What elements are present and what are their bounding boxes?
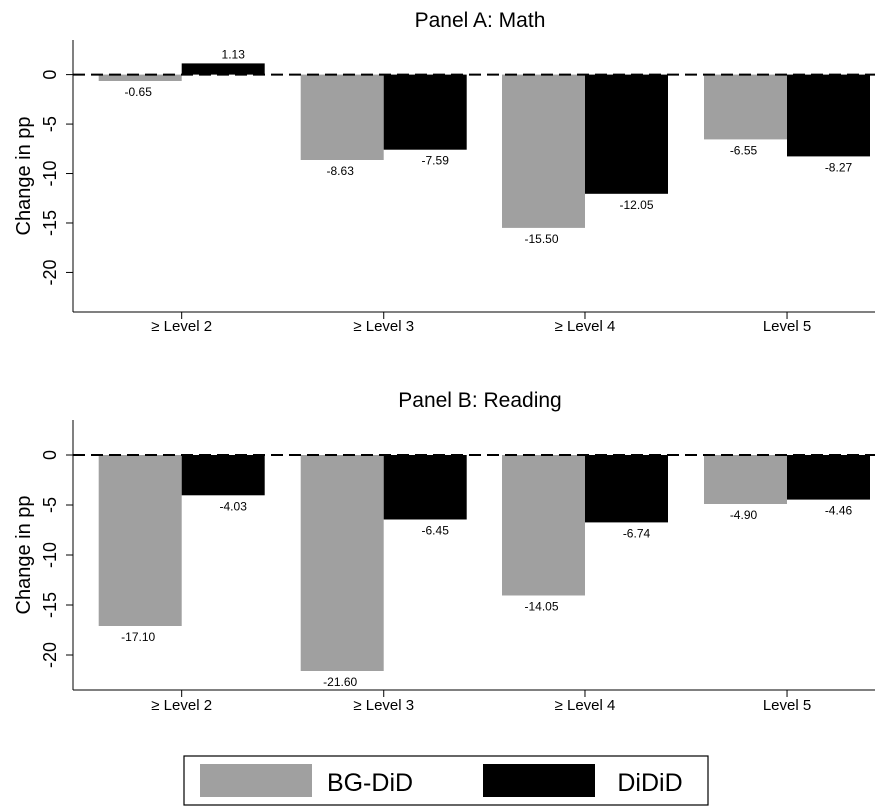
panel-b-y-tick-label-1: 0 [40,450,60,460]
panel-b-x-tick-label-4: Level 5 [763,697,811,714]
panel-a-bar-didid-3 [585,74,668,194]
panel-a-y-tick-label-1: 0 [40,70,60,80]
panel-a-x-tick-label-2: ≥ Level 3 [353,318,414,335]
panel-a-value-label-bg-did-4: -6.55 [730,143,758,157]
panel-b-y-tick-label-2: -5 [40,497,60,513]
panel-a-value-label-didid-3: -12.05 [619,198,653,212]
panel-a-bar-bg-did-4 [704,74,787,140]
panel-b-title: Panel B: Reading [398,389,561,412]
panel-a-y-tick-label-5: -20 [40,259,60,285]
panel-a-y-tick-label-3: -10 [40,161,60,187]
panel-b-y-tick-label-4: -15 [40,592,60,618]
panel-b-bar-didid-4 [787,455,870,500]
panel-a-value-label-didid-2: -7.59 [422,154,450,168]
panel-b-value-label-didid-4: -4.46 [825,504,853,518]
panel-b-value-label-bg-did-1: -17.10 [121,630,155,644]
panel-a-value-label-bg-did-3: -15.50 [524,232,558,246]
panel-b-bar-bg-did-4 [704,455,787,504]
legend-swatch-bg-did [200,764,312,797]
legend-label-didid: DiDiD [617,769,682,797]
panel-a-x-tick-label-4: Level 5 [763,318,811,335]
panel-b-bar-bg-did-2 [300,455,384,671]
panel-b-value-label-bg-did-3: -14.05 [524,600,558,614]
panel-a-y-tick-label-2: -5 [40,116,60,132]
panel-a-y-tick-label-4: -15 [40,210,60,236]
panel-b-value-label-bg-did-4: -4.90 [730,508,758,522]
panel-a-bar-didid-1 [181,63,265,75]
panel-b-bar-bg-did-1 [98,455,182,626]
panel-b-bar-didid-1 [181,455,265,496]
panel-a-bar-bg-did-1 [98,74,182,81]
panel-b-value-label-didid-1: -4.03 [220,499,248,513]
legend-swatch-didid [483,764,595,797]
panel-a-value-label-bg-did-2: -8.63 [327,164,355,178]
legend-label-bg-did: BG-DiD [327,769,413,797]
panel-b-value-label-bg-did-2: -21.60 [323,675,357,689]
panel-b-x-tick-label-2: ≥ Level 3 [353,697,414,714]
panel-b-bar-bg-did-3 [502,455,585,596]
panel-b-bar-didid-2 [383,455,467,520]
panel-b-y-tick-label-5: -20 [40,642,60,668]
panel-b-y-axis-label: Change in pp [13,496,35,615]
panel-a-x-tick-label-3: ≥ Level 4 [555,318,616,335]
panel-a-bar-didid-4 [787,74,870,157]
panel-a-value-label-didid-4: -8.27 [825,160,853,174]
panel-a-value-label-bg-did-1: -0.65 [125,85,153,99]
panel-b-value-label-didid-2: -6.45 [422,524,450,538]
panel-b-x-tick-label-3: ≥ Level 4 [555,697,616,714]
panel-b-x-tick-label-1: ≥ Level 2 [151,697,212,714]
panel-a-x-tick-label-1: ≥ Level 2 [151,318,212,335]
panel-a-value-label-didid-1: 1.13 [222,47,246,61]
panel-a-y-axis-label: Change in pp [13,117,35,236]
panel-b-value-label-didid-3: -6.74 [623,526,651,540]
panel-a-bar-didid-2 [383,74,467,150]
panel-a-bar-bg-did-3 [502,74,585,228]
panel-b-y-tick-label-3: -10 [40,542,60,568]
panel-a-title: Panel A: Math [415,9,546,32]
panel-b-bar-didid-3 [585,455,668,523]
panel-a-bar-bg-did-2 [300,74,384,160]
